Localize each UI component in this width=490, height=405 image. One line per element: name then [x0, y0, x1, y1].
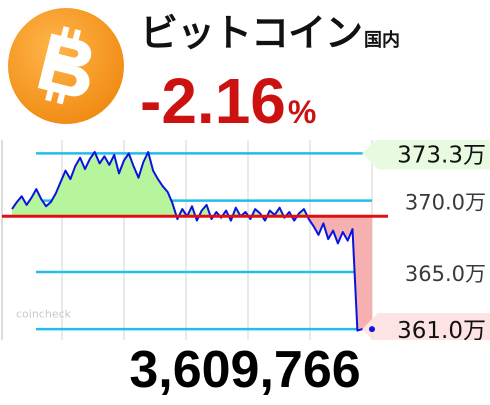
page-title: ビットコイン 国内 — [140, 2, 400, 57]
price-change: -2.16% — [140, 66, 316, 147]
current-price: 3,609,766 — [129, 341, 361, 399]
high-price-tag — [362, 140, 490, 170]
change-unit: % — [287, 94, 317, 130]
y-tick-label: 361.0万 — [397, 318, 486, 340]
y-tick-label: 370.0万 — [405, 191, 486, 215]
watermark-label: coincheck — [16, 308, 72, 321]
change-value: -2.16 — [140, 65, 286, 137]
title-main: ビットコイン — [140, 11, 363, 55]
y-tick-label: 365.0万 — [405, 262, 486, 286]
last-price-marker — [369, 326, 375, 333]
price-line-series — [11, 151, 373, 332]
low-price-tag — [362, 313, 490, 340]
bitcoin-logo-icon — [8, 8, 124, 124]
gain-area — [12, 152, 372, 217]
loss-area — [12, 216, 372, 331]
price-chart: coincheck 373.3万 370.0万 365.0万 361.0万 — [0, 140, 490, 340]
title-sub: 国内 — [364, 30, 401, 51]
y-tick-label: 373.3万 — [397, 142, 486, 168]
